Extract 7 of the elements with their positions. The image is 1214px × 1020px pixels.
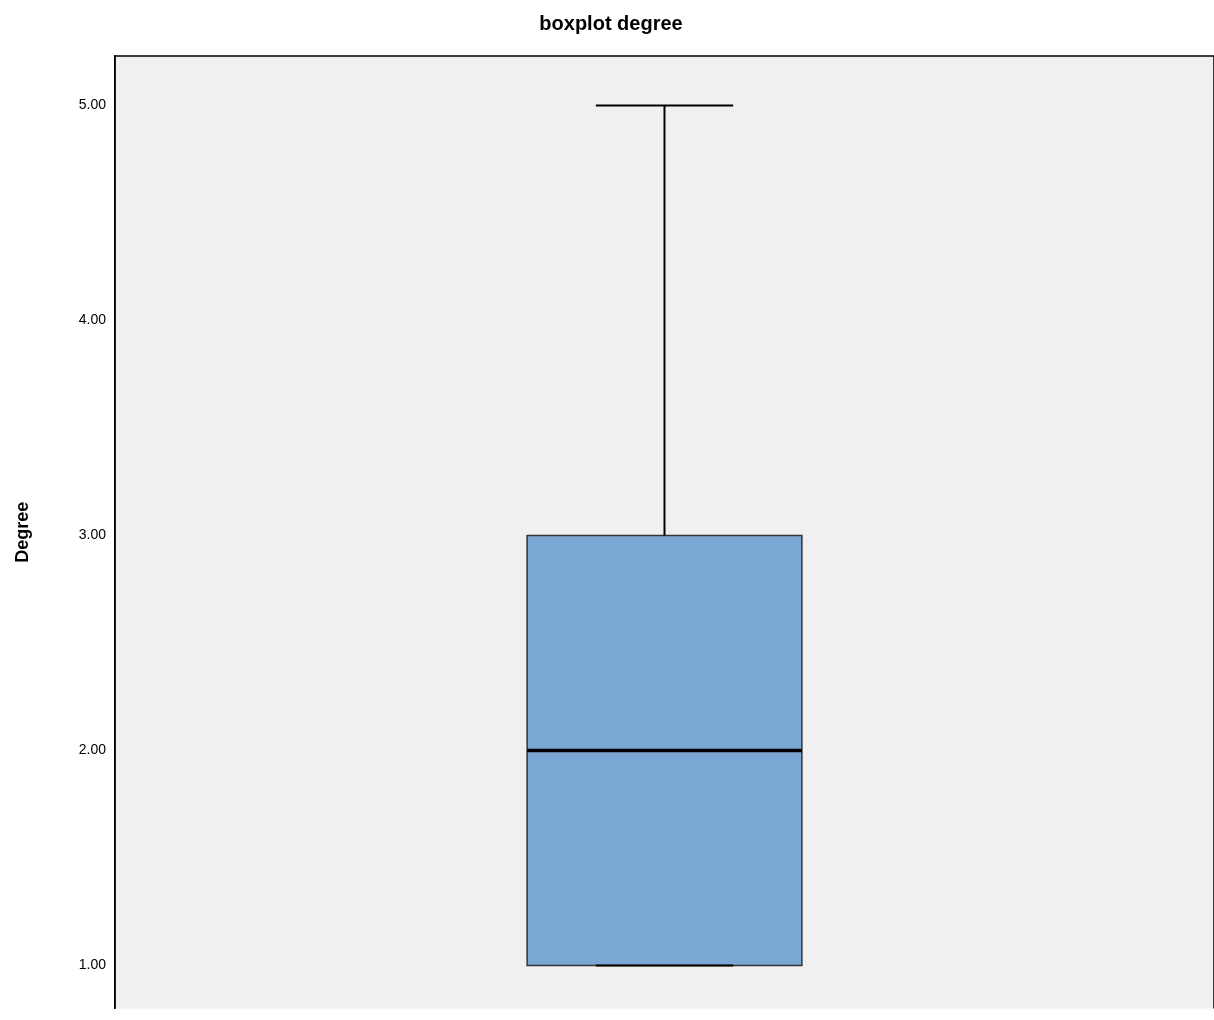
chart-title: boxplot degree (539, 11, 683, 34)
y-axis-title: Degree (11, 501, 32, 563)
y-tick-label: 1.00 (78, 956, 107, 973)
y-tick-label: 5.00 (78, 96, 107, 113)
y-tick-label: 3.00 (78, 526, 107, 543)
y-tick-label: 2.00 (78, 741, 107, 758)
y-tick-label: 4.00 (78, 311, 107, 328)
